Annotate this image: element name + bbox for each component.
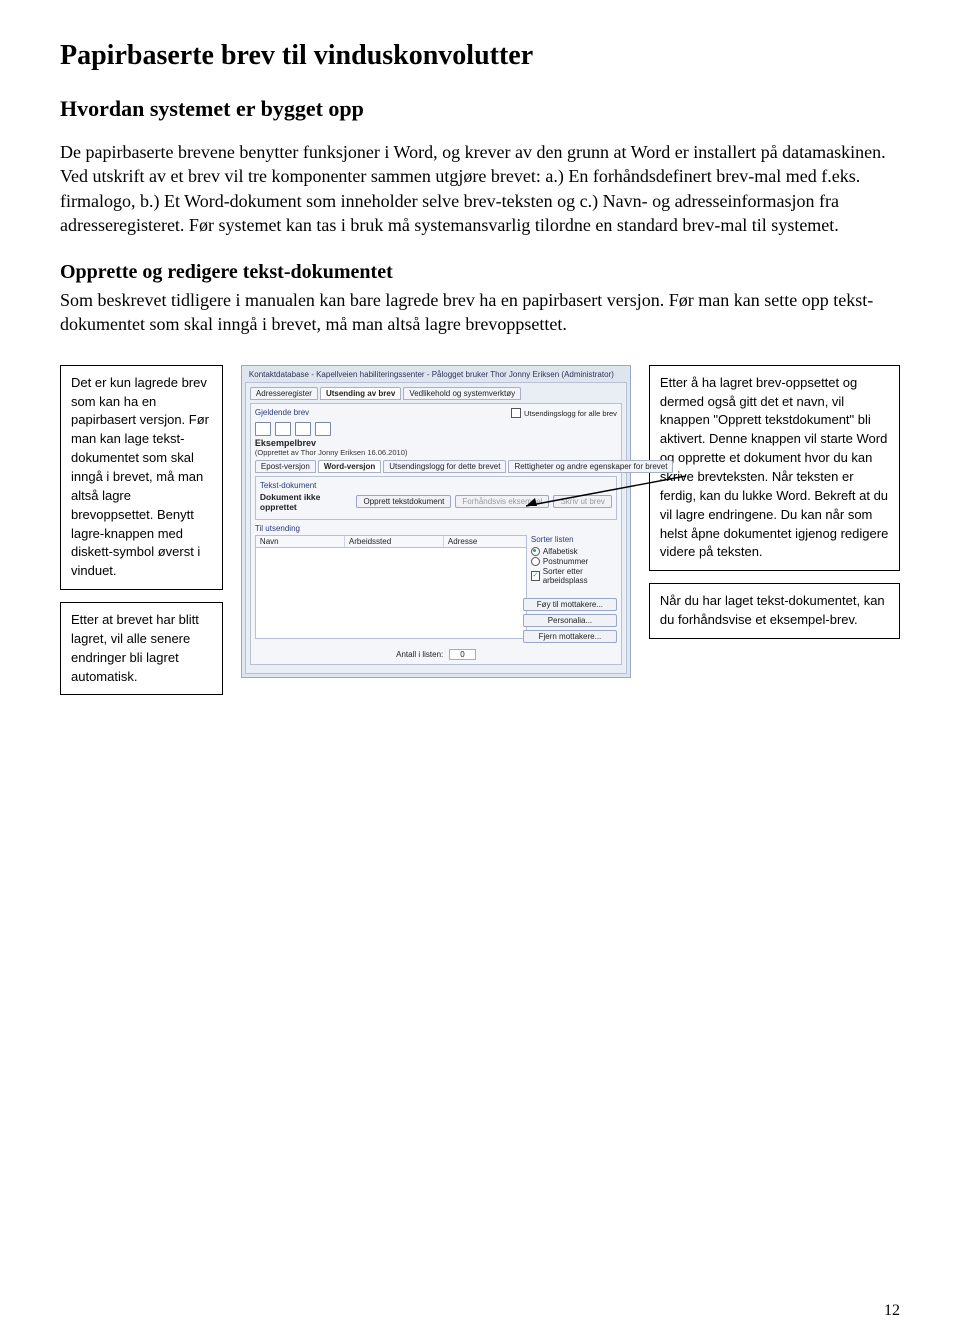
personalia-button[interactable]: Personalia... — [523, 614, 617, 627]
checkbox-icon: ✓ — [531, 571, 540, 581]
tab-utsendingslogg-brev[interactable]: Utsendingslogg for dette brevet — [383, 460, 506, 473]
antall-label: Antall i listen: — [396, 650, 443, 659]
skriv-ut-button[interactable]: Skriv ut brev — [553, 495, 611, 508]
inner-tabs: Epost-versjon Word-versjon Utsendingslog… — [255, 460, 617, 473]
col-navn[interactable]: Navn — [256, 536, 345, 547]
left-callout-1: Det er kun lagrede brev som kan ha en pa… — [60, 365, 223, 590]
tekst-dokument-panel: Tekst-dokument Dokument ikke opprettet O… — [255, 476, 617, 520]
section-heading-1: Hvordan systemet er bygget opp — [60, 96, 900, 122]
sort-arbeidsplass-label: Sorter etter arbeidsplass — [543, 567, 617, 585]
sort-alfabetisk-radio[interactable]: Alfabetisk — [531, 547, 617, 556]
tekst-dokument-label: Tekst-dokument — [260, 481, 612, 490]
utsendingslogg-alle-label: Utsendingslogg for alle brev — [524, 409, 617, 418]
toolbar-icons — [255, 422, 617, 436]
section-heading-2: Opprette og redigere tekst-dokumentet — [60, 261, 900, 284]
open-icon[interactable] — [275, 422, 291, 436]
recipient-list-header: Navn Arbeidssted Adresse — [255, 535, 527, 548]
recipient-buttons: Føy til mottakere... Personalia... Fjern… — [531, 598, 617, 643]
save-icon[interactable] — [295, 422, 311, 436]
dokument-status: Dokument ikke opprettet — [260, 492, 357, 512]
tab-utsending[interactable]: Utsending av brev — [320, 387, 401, 400]
gjeldende-brev-panel: Gjeldende brev Utsendingslogg for alle b… — [250, 403, 622, 665]
foy-til-mottakere-button[interactable]: Føy til mottakere... — [523, 598, 617, 611]
radio-icon — [531, 557, 540, 566]
fjern-mottakere-button[interactable]: Fjern mottakere... — [523, 630, 617, 643]
tab-epost-versjon[interactable]: Epost-versjon — [255, 460, 316, 473]
til-utsending-label: Til utsending — [255, 524, 617, 533]
copy-icon[interactable] — [315, 422, 331, 436]
left-callout-2: Etter at brevet har blitt lagret, vil al… — [60, 602, 223, 695]
app-window: Kontaktdatabase - Kapellveien habiliteri… — [241, 365, 631, 678]
antall-value: 0 — [449, 649, 475, 660]
sort-postnummer-radio[interactable]: Postnummer — [531, 557, 617, 566]
recipient-list[interactable] — [255, 548, 527, 639]
forhandsvis-button[interactable]: Forhåndsvis eksempel — [455, 495, 549, 508]
main-tabs: Adresseregister Utsending av brev Vedlik… — [250, 387, 622, 400]
left-column: Det er kun lagrede brev som kan ha en pa… — [60, 365, 223, 696]
tab-word-versjon[interactable]: Word-versjon — [318, 460, 381, 473]
three-column-layout: Det er kun lagrede brev som kan ha en pa… — [60, 365, 900, 696]
gjeldende-brev-label: Gjeldende brev — [255, 408, 309, 417]
radio-icon — [531, 547, 540, 556]
brev-navn: Eksempelbrev — [255, 438, 617, 448]
tab-rettigheter[interactable]: Rettigheter og andre egenskaper for brev… — [508, 460, 673, 473]
sort-alfabetisk-label: Alfabetisk — [543, 547, 578, 556]
opprett-tekstdokument-button[interactable]: Opprett tekstdokument — [356, 495, 451, 508]
utsendingslogg-alle-check[interactable]: Utsendingslogg for alle brev — [511, 408, 617, 418]
document-page: Papirbaserte brev til vinduskonvolutter … — [0, 0, 960, 1338]
sort-postnummer-label: Postnummer — [543, 557, 588, 566]
col-adresse[interactable]: Adresse — [444, 536, 526, 547]
page-number: 12 — [884, 1302, 900, 1320]
tab-vedlikehold[interactable]: Vedlikehold og systemverktøy — [403, 387, 521, 400]
sort-panel: Sorter listen Alfabetisk Postnummer — [531, 535, 617, 585]
window-body: Adresseregister Utsending av brev Vedlik… — [245, 382, 627, 674]
sort-arbeidsplass-check[interactable]: ✓ Sorter etter arbeidsplass — [531, 567, 617, 585]
paragraph-1: De papirbaserte brevene benytter funksjo… — [60, 140, 900, 237]
paragraph-2: Som beskrevet tidligere i manualen kan b… — [60, 288, 900, 337]
page-title: Papirbaserte brev til vinduskonvolutter — [60, 40, 900, 72]
right-column: Etter å ha lagret brev-oppsettet og derm… — [649, 365, 900, 639]
tab-adresseregister[interactable]: Adresseregister — [250, 387, 318, 400]
col-arbeidssted[interactable]: Arbeidssted — [345, 536, 444, 547]
center-column: Kontaktdatabase - Kapellveien habiliteri… — [241, 365, 631, 678]
list-count-row: Antall i listen: 0 — [255, 649, 617, 660]
new-doc-icon[interactable] — [255, 422, 271, 436]
opprettet-av-line: (Opprettet av Thor Jonny Eriksen 16.06.2… — [255, 448, 617, 457]
window-titlebar: Kontaktdatabase - Kapellveien habiliteri… — [245, 369, 627, 382]
checkbox-icon — [511, 408, 521, 418]
sorter-listen-label: Sorter listen — [531, 535, 617, 544]
right-callout-2: Når du har laget tekst-dokumentet, kan d… — [649, 583, 900, 639]
right-callout-1: Etter å ha lagret brev-oppsettet og derm… — [649, 365, 900, 571]
